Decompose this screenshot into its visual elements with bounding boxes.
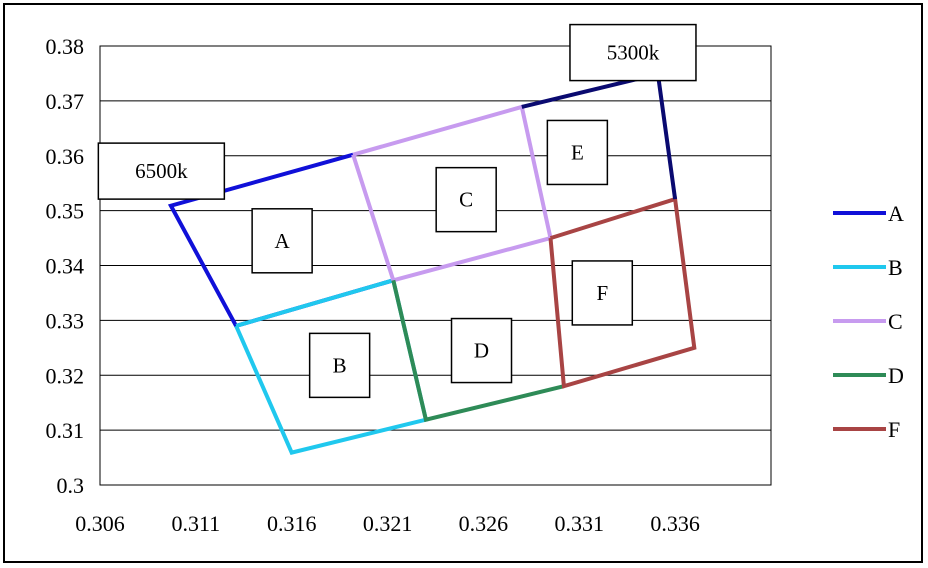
- annotation-text: A: [275, 229, 291, 253]
- y-axis-ticks: 0.3 0.31 0.32 0.33 0.34 0.35 0.36 0.37 0.38: [46, 34, 85, 498]
- legend-item-c: C: [833, 309, 903, 334]
- annotation-text: B: [333, 353, 347, 377]
- annotation-b: B: [308, 332, 371, 399]
- legend: A B C D F: [833, 201, 904, 442]
- y-tick-label: 0.34: [46, 254, 85, 279]
- series-line-d: [391, 279, 565, 423]
- annotation-box: [571, 260, 634, 326]
- annotation-box: [546, 119, 609, 186]
- annotation-text: D: [474, 339, 489, 363]
- annotation-text: F: [596, 281, 608, 305]
- x-tick-label: 0.321: [363, 511, 413, 536]
- legend-label: A: [888, 201, 904, 226]
- annotation-a: A: [251, 208, 313, 274]
- series-line-f: [548, 196, 697, 389]
- chart-frame: [3, 3, 923, 563]
- x-tick-label: 0.311: [172, 511, 221, 536]
- annotation-box: [450, 317, 513, 384]
- legend-item-b: B: [833, 255, 903, 280]
- x-tick-label: 0.326: [459, 511, 509, 536]
- annotation-box: [251, 208, 313, 274]
- legend-item-d: D: [833, 363, 904, 388]
- annotation-d: D: [450, 317, 513, 384]
- x-axis-ticks: 0.306 0.311 0.316 0.321 0.326 0.331 0.336: [75, 511, 700, 536]
- annotation-e: E: [546, 119, 609, 186]
- annotation-6500k: 6500k: [97, 142, 226, 200]
- annotation-box: [435, 166, 497, 233]
- annotation-c: C: [435, 166, 497, 233]
- legend-item-f: F: [833, 417, 900, 442]
- y-tick-label: 0.31: [46, 418, 85, 443]
- y-tick-label: 0.36: [46, 144, 85, 169]
- annotation-text: E: [571, 140, 584, 164]
- annotation-f: F: [571, 260, 634, 326]
- legend-label: C: [888, 309, 903, 334]
- y-tick-label: 0.33: [46, 308, 85, 333]
- x-tick-label: 0.336: [650, 511, 700, 536]
- annotation-box: [97, 142, 226, 200]
- y-tick-label: 0.38: [46, 34, 85, 59]
- y-tick-label: 0.3: [57, 473, 85, 498]
- annotations: 6500k 5300k A B C D E F: [97, 23, 697, 399]
- plot-area: [99, 45, 772, 486]
- legend-item-a: A: [833, 201, 904, 226]
- plot-border: [99, 45, 772, 486]
- y-tick-label: 0.37: [46, 89, 85, 114]
- annotation-text: 6500k: [135, 159, 188, 183]
- annotation-box: [308, 332, 371, 399]
- legend-label: F: [888, 417, 900, 442]
- annotation-text: C: [459, 188, 473, 212]
- annotation-5300k: 5300k: [569, 23, 697, 82]
- annotation-box: [569, 23, 697, 82]
- annotation-text: 5300k: [607, 41, 660, 65]
- y-tick-label: 0.32: [46, 363, 85, 388]
- y-tick-label: 0.35: [46, 199, 85, 224]
- legend-label: B: [888, 255, 903, 280]
- x-tick-label: 0.306: [75, 511, 125, 536]
- legend-label: D: [888, 363, 904, 388]
- x-tick-label: 0.331: [555, 511, 605, 536]
- x-tick-label: 0.316: [267, 511, 317, 536]
